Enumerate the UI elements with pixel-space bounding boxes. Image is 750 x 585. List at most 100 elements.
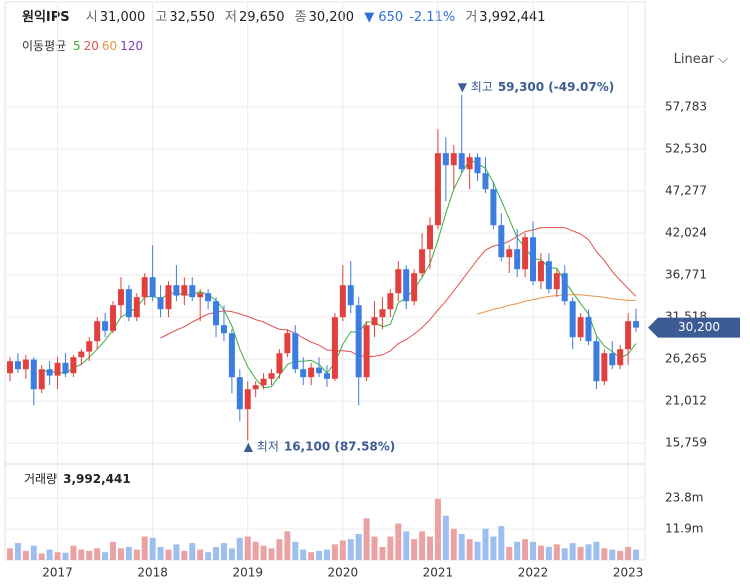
candle-body	[490, 189, 497, 226]
candle-body	[117, 289, 124, 306]
volume-title-label: 거래량	[24, 472, 57, 486]
candle-body	[514, 249, 521, 270]
volume-bar	[244, 536, 251, 560]
volume-bar	[284, 531, 291, 560]
volume-bar	[46, 549, 53, 560]
candle-body	[78, 351, 85, 358]
candle-body	[363, 325, 370, 378]
candle-body	[545, 261, 552, 290]
volume-bar	[189, 543, 196, 560]
x-tick-label: 2018	[137, 566, 168, 580]
scale-toggle[interactable]: Linear ⌵	[673, 52, 728, 67]
volume-bar	[14, 543, 21, 560]
volume-bar	[276, 539, 283, 560]
ma-legend-item: 120	[120, 39, 144, 53]
candle-body	[102, 321, 109, 331]
volume-bar	[62, 552, 69, 560]
volume-bar	[228, 548, 235, 560]
volume-bar	[561, 548, 568, 560]
volume-bar	[363, 518, 370, 560]
candle-body	[62, 362, 69, 374]
y-tick-label: 21,012	[665, 394, 707, 408]
candle-body	[450, 153, 457, 166]
volume-bar	[466, 539, 473, 560]
candle-body	[197, 293, 204, 298]
volume-bar	[450, 528, 457, 560]
volume-bar	[102, 552, 109, 560]
candle-body	[38, 369, 45, 390]
candle-body	[14, 361, 21, 370]
candle-body	[617, 349, 624, 366]
volume-bar	[141, 536, 148, 560]
candle-body	[577, 317, 584, 338]
volume-bar	[181, 550, 188, 560]
x-tick-label: 2020	[328, 566, 359, 580]
volume-bar	[434, 498, 441, 560]
volume-bar	[316, 550, 323, 560]
candle-body	[339, 285, 346, 318]
quote-header: 원익IPS 시 31,000 고 32,550 저 29,650 종 30,200 ▼ …	[22, 6, 547, 25]
candle-body	[403, 269, 410, 302]
candle-body	[276, 353, 283, 374]
volume-title-value: 3,992,441	[63, 472, 131, 486]
volume-bar	[530, 541, 537, 560]
volume-bar	[498, 526, 505, 560]
candle-body	[308, 367, 315, 378]
candle-body	[236, 377, 243, 410]
ma-line	[160, 227, 637, 357]
candle-body	[379, 309, 386, 318]
volume-bar	[411, 539, 418, 560]
min-annotation-text: 16,100 (87.58%)	[284, 439, 395, 453]
volume-bar	[387, 536, 394, 560]
candle-body	[419, 249, 426, 274]
candle-body	[371, 317, 378, 326]
volume-bar	[633, 549, 640, 560]
volume-bar	[78, 549, 85, 560]
volume-bar	[22, 550, 29, 560]
candle-body	[331, 317, 338, 379]
y-tick-label: 26,265	[665, 352, 707, 366]
y-tick-label: 52,530	[665, 141, 707, 155]
candle-body	[323, 373, 330, 379]
volume-bar	[474, 541, 481, 560]
volume-bar	[593, 541, 600, 560]
change-pct: -2.11%	[409, 10, 456, 25]
max-annotation: ▼ 최고 59,300 (-49.07%)	[458, 79, 615, 93]
candle-body	[569, 301, 576, 338]
y-tick-label: 15,759	[665, 436, 707, 450]
volume-bar	[110, 541, 117, 560]
high-value: 32,550	[169, 10, 215, 25]
volume-bar	[371, 536, 378, 560]
volume-bar	[490, 536, 497, 560]
candle-body	[522, 237, 529, 270]
volume-bar	[458, 533, 465, 560]
candle-body	[537, 261, 544, 282]
candle-body	[530, 237, 537, 282]
candle-body	[347, 285, 354, 306]
candle-body	[553, 273, 560, 290]
y-tick-label: 57,783	[665, 99, 707, 113]
volume-bar	[308, 552, 315, 560]
volume-bar	[38, 553, 45, 560]
volume-bar	[323, 549, 330, 560]
low-label: 저	[225, 10, 237, 25]
volume-bar	[419, 531, 426, 560]
min-annotation-label: ▲ 최저	[244, 439, 279, 453]
candle-body	[355, 305, 362, 378]
volume-bar	[149, 537, 156, 560]
x-tick-label: 2021	[423, 566, 454, 580]
candle-body	[133, 297, 140, 318]
candle-body	[165, 285, 172, 310]
candle-body	[458, 153, 465, 170]
open-label: 시	[85, 10, 98, 25]
candle-body	[601, 353, 608, 382]
min-annotation: ▲ 최저 16,100 (87.58%)	[244, 439, 396, 453]
volume-bar	[601, 548, 608, 560]
volume-bar	[537, 545, 544, 560]
candle-body	[442, 153, 449, 166]
candle-body	[609, 353, 616, 366]
volume-bar	[117, 548, 124, 560]
candle-body	[189, 285, 196, 298]
candle-body	[252, 385, 259, 390]
